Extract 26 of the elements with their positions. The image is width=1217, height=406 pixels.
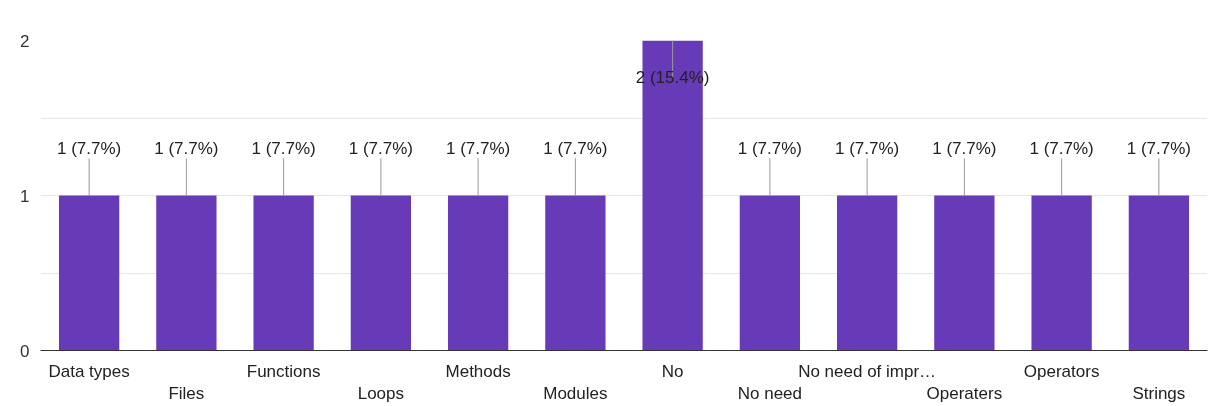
data-label: 1 (7.7%): [251, 139, 316, 159]
x-tick-label: Loops: [357, 384, 405, 404]
x-tick-label: No need: [737, 384, 803, 404]
y-tick-label: 2: [20, 31, 30, 51]
x-tick-label: Data types: [48, 361, 130, 381]
data-label: 1 (7.7%): [543, 139, 608, 159]
x-tick-label: No need of impr…: [798, 361, 937, 381]
x-tick-label: Operators: [1023, 361, 1100, 381]
x-tick-label: Functions: [246, 361, 321, 381]
data-label: 1 (7.7%): [1029, 139, 1094, 159]
y-tick-label: 0: [20, 341, 30, 361]
data-label: 1 (7.7%): [932, 139, 997, 159]
x-tick-label: No: [661, 361, 684, 381]
x-tick-label: Methods: [445, 361, 511, 381]
data-label: 1 (7.7%): [154, 139, 219, 159]
x-tick-label: Strings: [1132, 384, 1186, 404]
data-label: 1 (7.7%): [446, 139, 511, 159]
data-label: 1 (7.7%): [1126, 139, 1191, 159]
y-tick-label: 1: [20, 186, 30, 206]
data-label: 1 (7.7%): [57, 139, 122, 159]
data-label: 1 (7.7%): [348, 139, 413, 159]
data-label: 1 (7.7%): [835, 139, 900, 159]
x-tick-label: Operaters: [926, 384, 1003, 404]
data-label: 1 (7.7%): [737, 139, 802, 159]
x-tick-label: Files: [168, 384, 205, 404]
x-tick-label: Modules: [543, 384, 608, 404]
